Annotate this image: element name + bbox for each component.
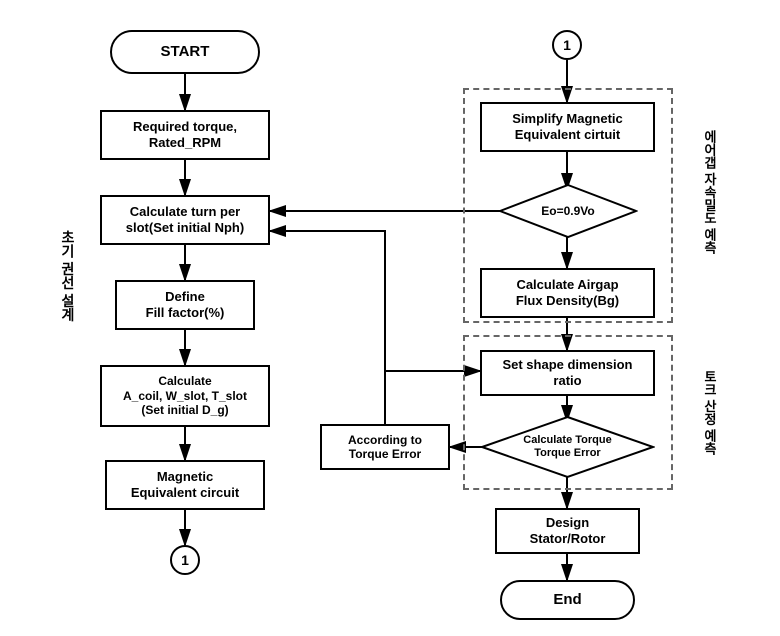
side-label-right-1: 에어갭 자속밀도 예측 [700, 130, 719, 254]
node-mec: MagneticEquivalent circuit [105, 460, 265, 510]
node-accord: According toTorque Error [320, 424, 450, 470]
node-conn1a: 1 [170, 545, 200, 575]
node-ratio: Set shape dimensionratio [480, 350, 655, 396]
node-start: START [110, 30, 260, 74]
node-conn1b: 1 [552, 30, 582, 60]
node-coil: CalculateA_coil, W_slot, T_slot(Set init… [100, 365, 270, 427]
node-fill: DefineFill factor(%) [115, 280, 255, 330]
node-dec_torque: Calculate TorqueTorque Error [480, 415, 655, 479]
side-label-left: 초기 권선 설계 [58, 230, 78, 322]
node-simplify: Simplify MagneticEquivalent cirtuit [480, 102, 655, 152]
edge-15 [270, 231, 385, 424]
flowchart-container: 초기 권선 설계 에어갭 자속밀도 예측 토크 산정 예측 START Requi… [0, 0, 780, 636]
side-label-right-2: 토크 산정 예측 [700, 370, 719, 455]
node-end: End [500, 580, 635, 620]
node-dec_eo: Eo=0.9Vo [498, 183, 638, 239]
node-stator: DesignStator/Rotor [495, 508, 640, 554]
node-turns: Calculate turn perslot(Set initial Nph) [100, 195, 270, 245]
node-req: Required torque,Rated_RPM [100, 110, 270, 160]
node-airgap: Calculate AirgapFlux Density(Bg) [480, 268, 655, 318]
